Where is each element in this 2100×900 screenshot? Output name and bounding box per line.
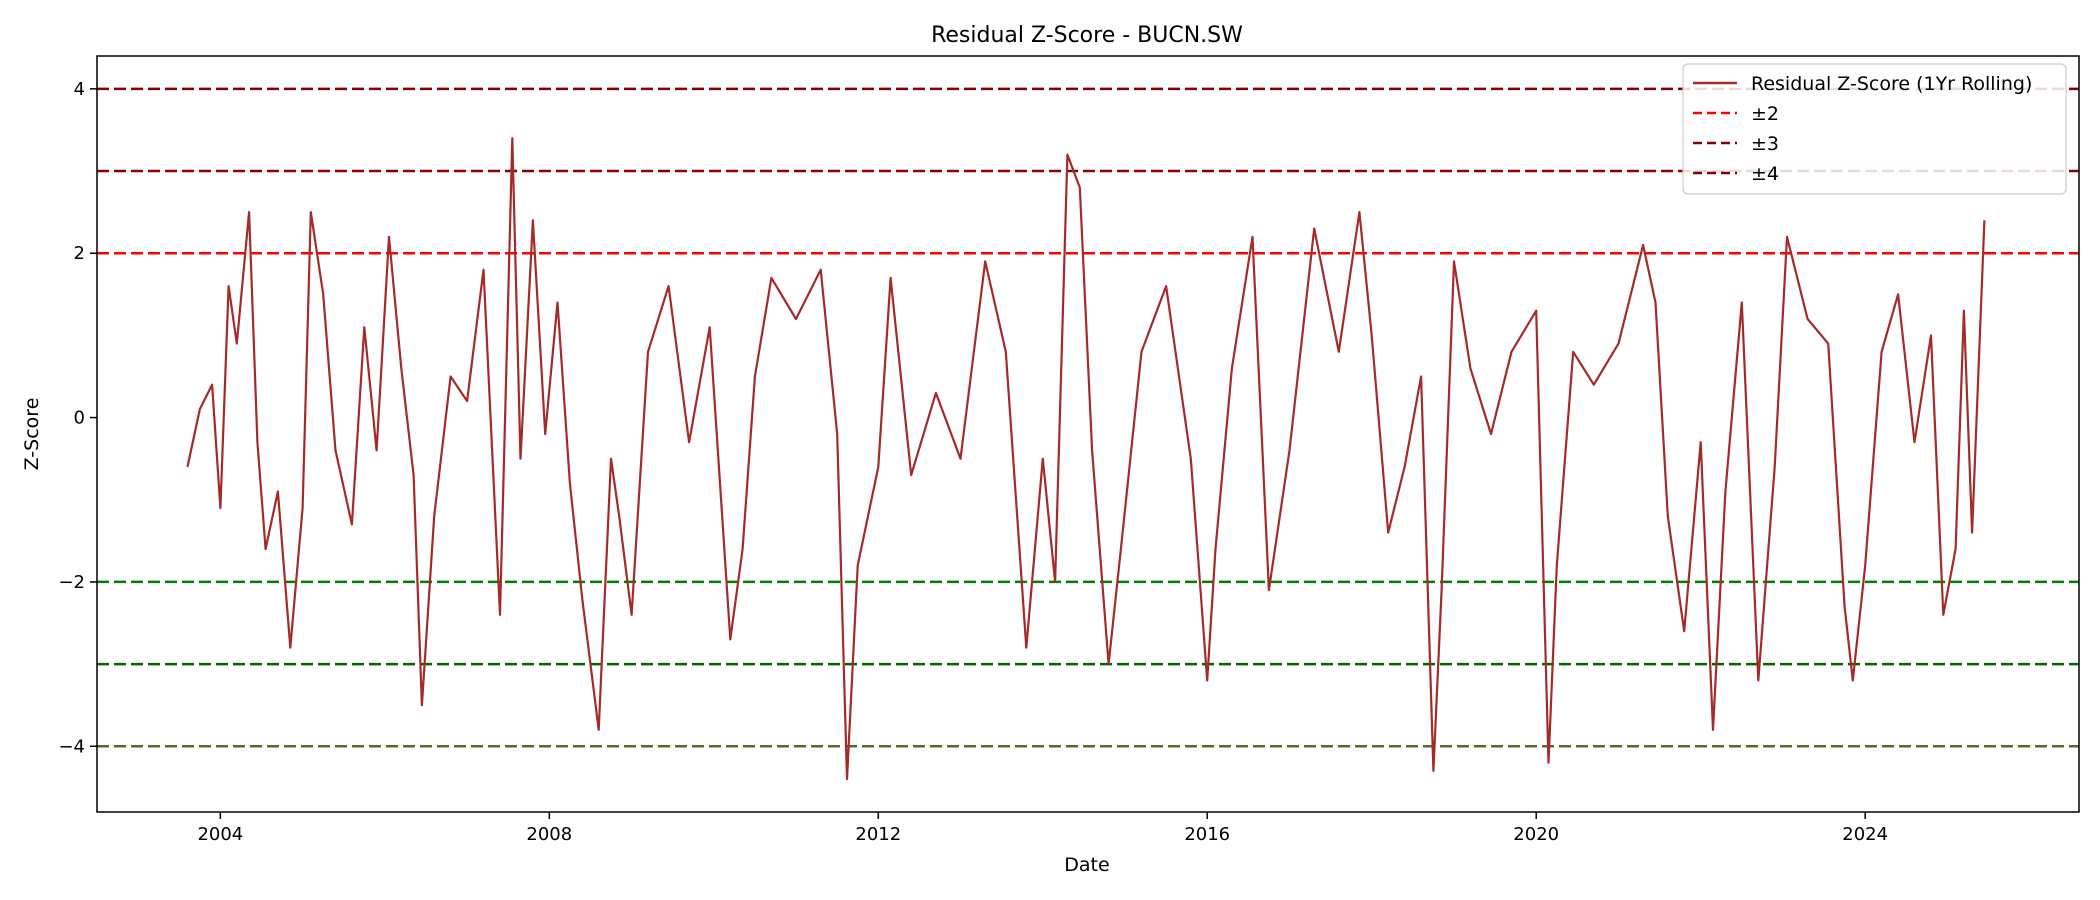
y-tick-label: 4	[74, 79, 85, 100]
x-tick-label: 2008	[526, 824, 572, 845]
x-tick-label: 2024	[1842, 824, 1888, 845]
x-axis-title: Date	[1064, 854, 1109, 876]
legend-label: ±4	[1751, 163, 1779, 185]
y-axis: −4 −2 0 2 4	[58, 79, 97, 757]
zscore-series-line	[186, 137, 1986, 781]
x-tick-label: 2004	[197, 824, 243, 845]
y-axis-title: Z-Score	[21, 398, 43, 471]
x-tick-label: 2016	[1184, 824, 1230, 845]
legend-label: Residual Z-Score (1Yr Rolling)	[1751, 73, 2032, 95]
legend-label: ±3	[1751, 133, 1779, 155]
legend: Residual Z-Score (1Yr Rolling) ±2 ±3 ±4	[1682, 63, 2067, 195]
x-tick-label: 2020	[1513, 824, 1559, 845]
y-tick-label: 0	[74, 408, 85, 429]
y-tick-label: −4	[58, 736, 85, 757]
chart-title: Residual Z-Score - BUCN.SW	[931, 23, 1243, 48]
legend-label: ±2	[1751, 103, 1779, 125]
legend-box	[1682, 63, 2067, 195]
x-tick-label: 2012	[855, 824, 901, 845]
y-tick-label: −2	[58, 572, 85, 593]
plot-area	[97, 87, 2079, 781]
y-tick-label: 2	[74, 243, 85, 264]
plot-frame	[96, 55, 2080, 813]
x-axis: 2004 2008 2012 2016 2020 2024	[197, 812, 1888, 845]
